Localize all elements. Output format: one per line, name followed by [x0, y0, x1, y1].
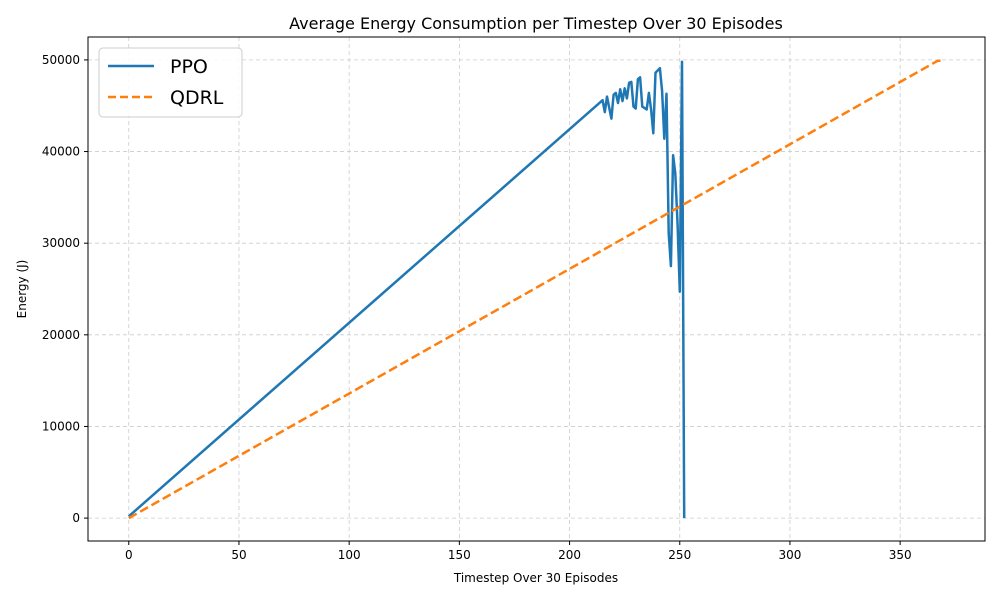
x-tick-label: 300 [778, 548, 801, 562]
y-tick-label: 20000 [42, 328, 80, 342]
grid [88, 37, 985, 541]
x-tick-label: 150 [448, 548, 471, 562]
y-tick-label: 30000 [42, 236, 80, 250]
chart-title: Average Energy Consumption per Timestep … [289, 14, 783, 33]
x-tick-label: 250 [668, 548, 691, 562]
y-axis-label: Energy (J) [15, 260, 29, 319]
series-layer [127, 59, 945, 520]
axis-ticks: 0 50 100 150 200 250 300 350 0 10000 20000 30000 400… [42, 53, 912, 562]
plot-frame [87, 36, 986, 542]
x-tick-label: 50 [231, 548, 246, 562]
y-tick-label: 10000 [42, 419, 80, 433]
x-axis-label: Timestep Over 30 Episodes [453, 571, 618, 585]
y-tick-label: 50000 [42, 53, 80, 67]
x-tick-label: 0 [125, 548, 133, 562]
y-tick-label: 0 [72, 511, 80, 525]
legend: PPO QDRL [98, 47, 243, 118]
x-tick-label: 200 [558, 548, 581, 562]
series-line-qdrl [128, 59, 945, 520]
legend-label-ppo: PPO [170, 56, 208, 78]
x-tick-label: 350 [889, 548, 912, 562]
series-line-ppo [127, 60, 686, 519]
y-tick-label: 40000 [42, 145, 80, 159]
x-tick-label: 100 [338, 548, 361, 562]
legend-label-qdrl: QDRL [170, 87, 224, 109]
